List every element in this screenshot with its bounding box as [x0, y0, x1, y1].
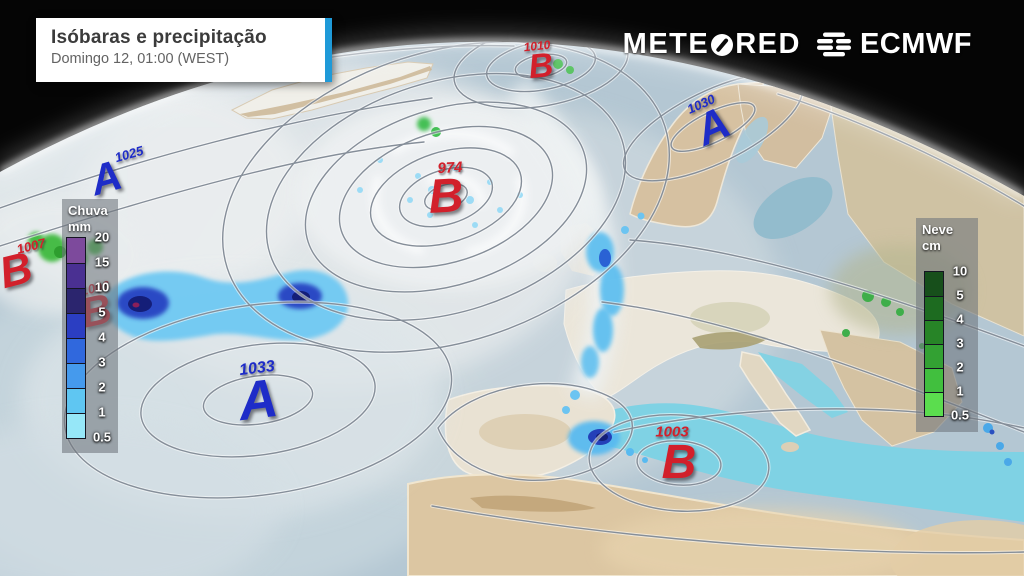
meteored-wordmark-left: METE [622, 28, 710, 60]
meteored-o-icon [711, 33, 734, 56]
snow-legend-colorbar [924, 271, 944, 417]
snow-legend-segment [925, 272, 943, 296]
snow-legend-segment [925, 320, 943, 344]
snow-legend-name: Neve [922, 222, 954, 237]
ecmwf-logo: ECMWF [814, 28, 972, 61]
baltic-sea [753, 177, 833, 239]
rain-legend-segment [67, 238, 85, 263]
rain-legend-unit: mm [68, 219, 92, 234]
rain-legend-colorbar [66, 237, 86, 439]
snow-legend-label: 2 [956, 359, 964, 375]
ecmwf-icon [816, 32, 851, 57]
panel-accent-bar [325, 18, 332, 82]
atlas-mountains [470, 495, 596, 512]
rain-legend-title: Chuva mm [68, 203, 108, 235]
rain-legend-label: 3 [98, 354, 106, 370]
rain-legend-segment [67, 388, 85, 413]
rain-legend-name: Chuva [68, 203, 108, 218]
snow-legend-label: 5 [956, 287, 964, 303]
snow-legend-label: 0.5 [950, 407, 970, 423]
rain-legend-segment [67, 363, 85, 388]
snow-legend: Neve cm 10 5 4 3 2 1 0.5 [916, 218, 978, 432]
snow-legend-unit: cm [922, 238, 941, 253]
rain-legend-segment [67, 313, 85, 338]
alps [692, 332, 768, 350]
snow-legend-label: 10 [952, 263, 968, 279]
ecmwf-wordmark: ECMWF [859, 28, 972, 60]
rain-legend-label: 20 [94, 229, 110, 245]
snow-legend-title: Neve cm [922, 222, 953, 254]
meteored-wordmark-right: RED [735, 28, 801, 60]
forecast-info-panel: Isóbaras e precipitação Domingo 12, 01:0… [36, 18, 332, 82]
rain-legend: Chuva mm 20 15 10 5 4 3 2 1 0.5 [62, 199, 118, 453]
snow-legend-segment [925, 368, 943, 392]
page-title: Isóbaras e precipitação [51, 27, 267, 48]
snow-legend-label: 3 [956, 335, 964, 351]
meteored-logo: METE RED [623, 28, 801, 61]
rain-legend-label: 4 [98, 329, 106, 345]
branding: METE RED ECMWF [623, 28, 972, 61]
rain-legend-label: 1 [98, 404, 106, 420]
rain-legend-label: 10 [94, 279, 110, 295]
rain-legend-segment [67, 263, 85, 288]
snow-legend-segment [925, 296, 943, 320]
rain-legend-label: 5 [98, 304, 106, 320]
adriatic-sea [758, 352, 848, 418]
snow-legend-segment [925, 344, 943, 368]
mediterranean-sea [560, 403, 1024, 522]
rain-legend-label: 15 [94, 254, 110, 270]
rain-legend-label: 2 [98, 379, 106, 395]
snow-legend-segment [925, 392, 943, 416]
snow-legend-label: 4 [956, 311, 964, 327]
horizon-limb [0, 39, 1024, 198]
rain-legend-segment [67, 288, 85, 313]
land-italy [739, 351, 812, 437]
rain-legend-segment [67, 413, 85, 438]
forecast-datetime: Domingo 12, 01:00 (WEST) [51, 51, 230, 67]
rain-legend-label: 0.5 [92, 429, 112, 445]
snow-legend-label: 1 [956, 383, 964, 399]
rain-legend-segment [67, 338, 85, 363]
